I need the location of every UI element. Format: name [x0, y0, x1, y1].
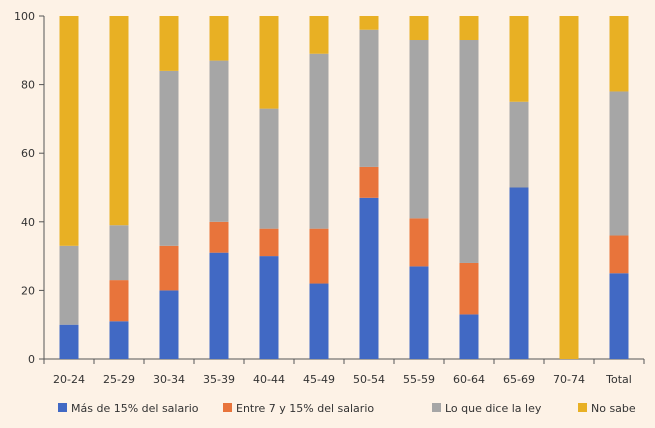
- bar-segment: [359, 166, 379, 198]
- bar-segment: [259, 16, 279, 109]
- bar-segment: [459, 16, 479, 41]
- x-tick-label: 35-39: [203, 373, 235, 386]
- bar-segment: [309, 16, 329, 54]
- bar-segment: [509, 187, 529, 359]
- bar-segment: [409, 266, 429, 359]
- bar-segment: [109, 16, 129, 226]
- bar-segment: [459, 40, 479, 263]
- bar-segment: [159, 245, 179, 291]
- legend-label: Lo que dice la ley: [445, 402, 542, 415]
- x-tick-label: 50-54: [353, 373, 385, 386]
- bar-segment: [59, 16, 79, 246]
- x-tick-label: 65-69: [503, 373, 535, 386]
- bar-segment: [609, 273, 629, 359]
- legend-swatch: [578, 403, 587, 412]
- y-tick-label: 100: [14, 10, 35, 23]
- bar-segment: [109, 321, 129, 359]
- legend-swatch: [223, 403, 232, 412]
- x-tick-label: 25-29: [103, 373, 135, 386]
- bar-segment: [259, 108, 279, 229]
- bar-segment: [609, 16, 629, 92]
- x-tick-label: 45-49: [303, 373, 335, 386]
- bar-segment: [259, 228, 279, 257]
- bar-segment: [309, 283, 329, 359]
- bar-segment: [109, 280, 129, 322]
- bar-segment: [109, 225, 129, 281]
- bar-segment: [209, 60, 229, 222]
- legend-label: Más de 15% del salario: [71, 402, 199, 415]
- bar-segment: [459, 262, 479, 315]
- x-tick-label: Total: [605, 373, 632, 386]
- y-tick-label: 80: [21, 79, 35, 92]
- bar-segment: [509, 16, 529, 102]
- tick-labels: 0 20 40 60 80 100 20-24 25-29 30-34 35-39 40-44 45-…: [14, 10, 632, 386]
- x-tick-label: 30-34: [153, 373, 185, 386]
- legend: Más de 15% del salario Entre 7 y 15% del …: [58, 402, 636, 415]
- bar-segment: [359, 16, 379, 30]
- bar-segment: [609, 235, 629, 274]
- legend-label: No sabe: [591, 402, 636, 415]
- bar-segment: [309, 228, 329, 284]
- bars: [59, 16, 629, 359]
- y-tick-label: 40: [21, 216, 35, 229]
- legend-swatch: [58, 403, 67, 412]
- bar-segment: [359, 29, 379, 167]
- bar-segment: [409, 40, 429, 219]
- x-tick-label: 60-64: [453, 373, 485, 386]
- bar-segment: [409, 16, 429, 41]
- bar-segment: [559, 16, 579, 359]
- y-tick-label: 60: [21, 147, 35, 160]
- bar-segment: [509, 101, 529, 188]
- bar-segment: [259, 256, 279, 359]
- bar-segment: [159, 16, 179, 71]
- bar-segment: [159, 70, 179, 246]
- x-tick-label: 70-74: [553, 373, 585, 386]
- x-tick-label: 40-44: [253, 373, 285, 386]
- bar-segment: [209, 252, 229, 359]
- bar-segment: [59, 324, 79, 359]
- bar-segment: [309, 53, 329, 229]
- y-tick-label: 20: [21, 284, 35, 297]
- bar-segment: [609, 91, 629, 236]
- x-tick-label: 20-24: [53, 373, 85, 386]
- bar-segment: [159, 290, 179, 359]
- legend-swatch: [432, 403, 441, 412]
- bar-segment: [409, 218, 429, 267]
- bar-segment: [359, 197, 379, 359]
- axes: [39, 15, 645, 364]
- legend-label: Entre 7 y 15% del salario: [236, 402, 374, 415]
- bar-segment: [59, 245, 79, 325]
- bar-segment: [209, 221, 229, 253]
- bar-segment: [459, 314, 479, 359]
- x-tick-label: 55-59: [403, 373, 435, 386]
- bar-segment: [209, 16, 229, 61]
- y-tick-label: 0: [28, 353, 35, 366]
